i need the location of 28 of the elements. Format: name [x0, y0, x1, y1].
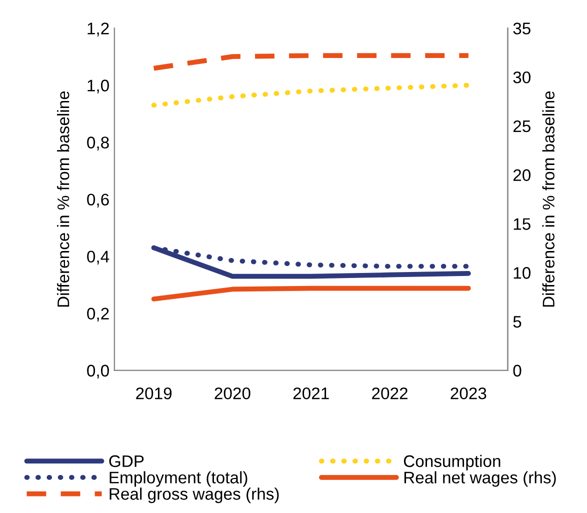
- y2-tick-label: 15: [514, 218, 530, 230]
- y2-tick-label: 20: [513, 169, 530, 182]
- x-tick-label: 2023: [450, 387, 486, 400]
- y2-axis-title: Difference in % from baseline: [542, 91, 555, 307]
- legend-label: Consumption: [404, 454, 500, 470]
- y-tick-label: 0,8: [87, 136, 109, 150]
- y-tick-label: 0,6: [87, 194, 109, 208]
- legend-label: Real gross wages (rhs): [110, 488, 279, 504]
- y2-tick-label: 5: [513, 316, 522, 328]
- x-tick-label: 2022: [372, 387, 408, 400]
- x-tick-label: 2020: [214, 387, 250, 400]
- y-tick-label: 0,0: [87, 364, 109, 379]
- legend-label: GDP: [109, 455, 144, 468]
- y-tick-label: 1,0: [88, 80, 109, 94]
- legend-label: Real net wages (rhs): [404, 471, 556, 487]
- line-series: [151, 82, 471, 108]
- y-tick-label: 0,2: [87, 308, 109, 322]
- y2-tick-label: 10: [514, 267, 530, 279]
- y2-tick-label: 30: [513, 72, 530, 84]
- y2-tick-label: 35: [513, 22, 530, 34]
- y-tick-label: 0,4: [87, 250, 110, 264]
- legend-label: Employment (total): [110, 471, 248, 487]
- y2-tick-label: 25: [513, 120, 530, 132]
- y-tick-label: 1,2: [88, 22, 109, 36]
- y2-tick-label: 0: [513, 364, 522, 377]
- x-tick-label: 2019: [136, 387, 172, 400]
- x-tick-label: 2021: [293, 387, 329, 400]
- y-axis-title: Difference in % from baseline: [57, 91, 70, 307]
